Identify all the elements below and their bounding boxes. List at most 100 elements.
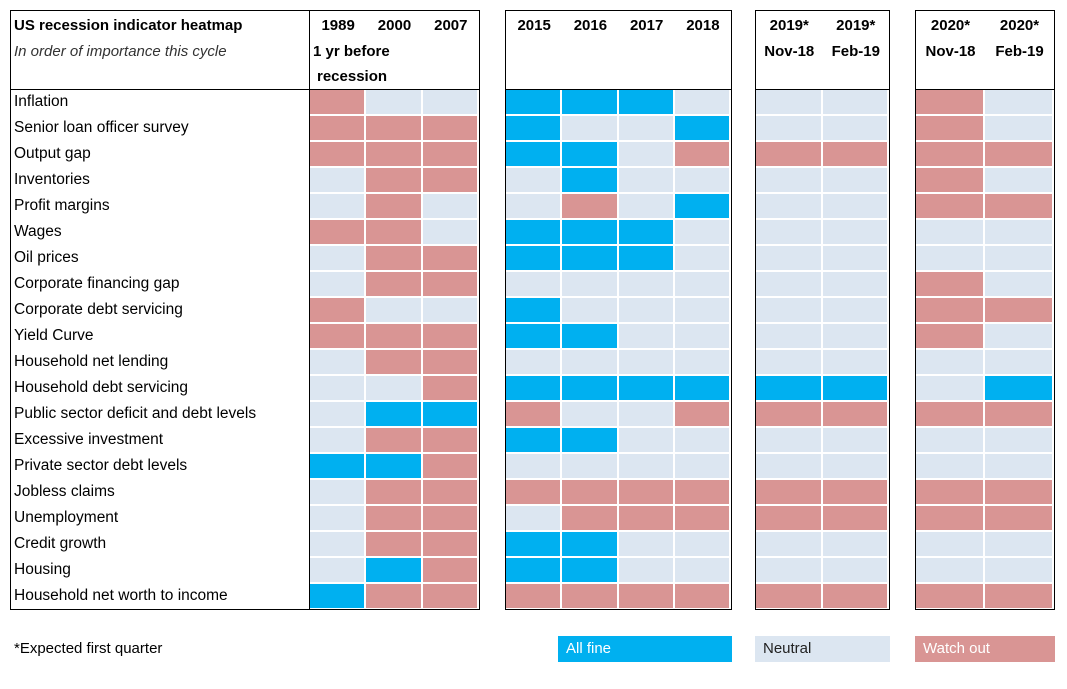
heatmap-cell xyxy=(422,298,477,322)
heatmap-cell xyxy=(618,90,673,114)
legend-all-fine: All fine xyxy=(558,636,732,662)
heatmap-cell xyxy=(422,428,477,452)
heatmap-cell xyxy=(506,194,561,218)
heatmap-cell xyxy=(422,142,477,166)
header-box-labels xyxy=(10,10,310,90)
heatmap-cell xyxy=(822,454,887,478)
heatmap-cell xyxy=(756,402,821,426)
heatmap-cell xyxy=(310,90,365,114)
heatmap-cell xyxy=(985,584,1052,608)
row-label: Credit growth xyxy=(14,535,107,552)
heatmap-cell xyxy=(674,584,729,608)
heatmap-cell xyxy=(916,168,983,192)
row-label: Jobless claims xyxy=(14,483,115,500)
heatmap-cell xyxy=(674,142,729,166)
heatmap-cell xyxy=(506,428,561,452)
row-label: Public sector deficit and debt levels xyxy=(14,405,257,422)
heatmap-cell xyxy=(916,376,983,400)
heatmap-cell xyxy=(310,220,365,244)
chart-title: US recession indicator heatmap xyxy=(14,17,243,34)
heatmap-cell xyxy=(985,480,1052,504)
heatmap-cell xyxy=(618,298,673,322)
heatmap-cell xyxy=(422,480,477,504)
heatmap-cell xyxy=(310,480,365,504)
column-header-2015: 2015 xyxy=(517,17,551,34)
heatmap-cell xyxy=(506,298,561,322)
heatmap-cell xyxy=(985,142,1052,166)
heatmap-cell xyxy=(916,298,983,322)
footnote: *Expected first quarter xyxy=(14,640,163,657)
heatmap-cell xyxy=(562,324,617,348)
heatmap-cell xyxy=(822,584,887,608)
heatmap-cell xyxy=(618,584,673,608)
heatmap-cell xyxy=(422,454,477,478)
column-header-2020-star: 2020* xyxy=(930,17,971,34)
heatmap-cell xyxy=(916,324,983,348)
heatmap-cell xyxy=(985,532,1052,556)
header-box-group-4 xyxy=(915,10,1055,90)
heatmap-cell xyxy=(422,584,477,608)
heatmap-cell xyxy=(366,480,421,504)
heatmap-cell xyxy=(366,532,421,556)
heatmap-cell xyxy=(310,246,365,270)
heatmap-cell xyxy=(756,194,821,218)
heatmap-cell xyxy=(506,246,561,270)
heatmap-cell xyxy=(985,454,1052,478)
heatmap-cell xyxy=(562,558,617,582)
heatmap-cell xyxy=(366,116,421,140)
heatmap-cell xyxy=(985,428,1052,452)
heatmap-cell xyxy=(822,402,887,426)
row-label: Household net worth to income xyxy=(14,587,228,604)
heatmap-cell xyxy=(916,480,983,504)
heatmap-cell xyxy=(562,168,617,192)
heatmap-cell xyxy=(756,298,821,322)
heatmap-cell xyxy=(562,298,617,322)
heatmap-cell xyxy=(310,402,365,426)
heatmap-cell xyxy=(310,324,365,348)
heatmap-cell xyxy=(506,272,561,296)
column-header-2019-star: 2019* xyxy=(769,17,809,34)
heatmap-cell xyxy=(916,532,983,556)
heatmap-cell xyxy=(506,584,561,608)
heatmap-cell xyxy=(562,220,617,244)
heatmap-cell xyxy=(310,376,365,400)
heatmap-cell xyxy=(506,90,561,114)
heatmap-cell xyxy=(366,298,421,322)
heatmap-cell xyxy=(422,506,477,530)
row-label: Corporate financing gap xyxy=(14,275,180,292)
heatmap-cell xyxy=(756,90,821,114)
heatmap-cell xyxy=(618,168,673,192)
heatmap-cell xyxy=(506,350,561,374)
heatmap-cell xyxy=(985,558,1052,582)
heatmap-cell xyxy=(562,428,617,452)
heatmap-cell xyxy=(422,168,477,192)
heatmap-cell xyxy=(618,558,673,582)
heatmap-cell xyxy=(756,454,821,478)
heatmap-cell xyxy=(562,90,617,114)
heatmap-cell xyxy=(916,272,983,296)
heatmap-cell xyxy=(618,506,673,530)
heatmap-cell xyxy=(674,298,729,322)
heatmap-cell xyxy=(366,402,421,426)
heatmap-cell xyxy=(822,116,887,140)
column-header-1989: 1989 xyxy=(321,17,355,34)
heatmap-cell xyxy=(916,246,983,270)
heatmap-cell xyxy=(366,324,421,348)
heatmap-cell xyxy=(310,298,365,322)
heatmap-cell xyxy=(822,428,887,452)
heatmap-cell xyxy=(916,454,983,478)
heatmap-cell xyxy=(506,558,561,582)
heatmap-cell xyxy=(422,272,477,296)
heatmap-cell xyxy=(618,116,673,140)
heatmap-cell xyxy=(310,116,365,140)
heatmap-cell xyxy=(506,142,561,166)
heatmap-cell xyxy=(310,168,365,192)
heatmap-cell xyxy=(916,220,983,244)
heatmap-cell xyxy=(618,246,673,270)
column-header-2018: 2018 xyxy=(686,17,720,34)
heatmap-cell xyxy=(562,142,617,166)
heatmap-cell xyxy=(822,90,887,114)
heatmap-cell xyxy=(822,168,887,192)
heatmap-cell xyxy=(916,584,983,608)
